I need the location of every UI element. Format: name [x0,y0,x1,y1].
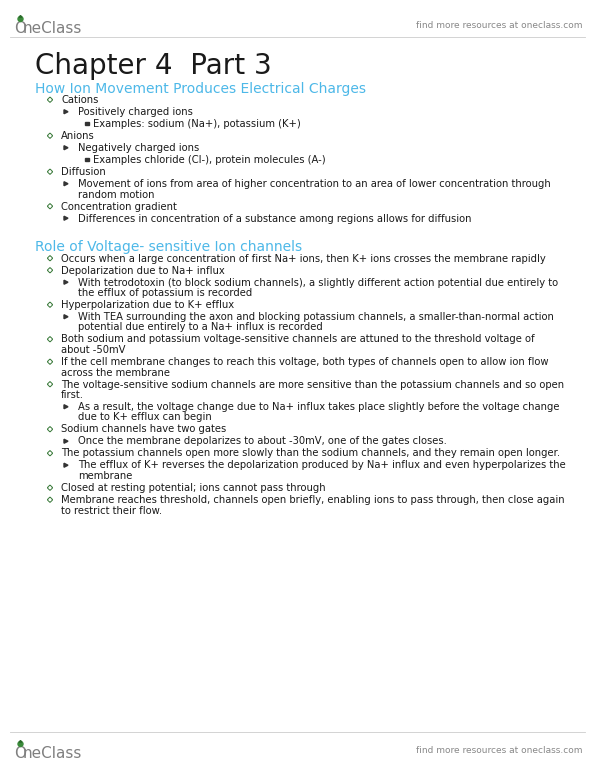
Text: With tetrodotoxin (to block sodium channels), a slightly different action potent: With tetrodotoxin (to block sodium chann… [78,277,558,287]
Text: Both sodium and potassium voltage-sensitive channels are attuned to the threshol: Both sodium and potassium voltage-sensit… [61,334,535,344]
Text: neClass: neClass [23,21,82,36]
Text: O: O [14,746,26,761]
Text: How Ion Movement Produces Electrical Charges: How Ion Movement Produces Electrical Cha… [35,82,366,96]
Text: potential due entirely to a Na+ influx is recorded: potential due entirely to a Na+ influx i… [78,323,322,333]
Polygon shape [64,464,68,467]
Polygon shape [48,450,52,456]
Polygon shape [48,427,52,432]
Text: Positively charged ions: Positively charged ions [78,107,193,117]
Text: Anions: Anions [61,131,95,141]
Polygon shape [64,315,68,319]
Text: Closed at resting potential; ions cannot pass through: Closed at resting potential; ions cannot… [61,483,325,493]
Text: to restrict their flow.: to restrict their flow. [61,505,162,515]
Polygon shape [48,303,52,307]
Polygon shape [49,303,51,306]
Text: due to K+ efflux can begin: due to K+ efflux can begin [78,413,212,423]
Polygon shape [85,158,89,162]
Polygon shape [48,485,52,490]
Polygon shape [48,169,52,174]
Polygon shape [48,336,52,342]
Text: Examples: sodium (Na+), potassium (K+): Examples: sodium (Na+), potassium (K+) [93,119,300,129]
Polygon shape [49,205,51,207]
Polygon shape [48,268,52,273]
Polygon shape [48,497,52,502]
Polygon shape [64,216,68,220]
Text: neClass: neClass [23,746,82,761]
Polygon shape [49,135,51,137]
Polygon shape [49,428,51,430]
Text: The voltage-sensitive sodium channels are more sensitive than the potassium chan: The voltage-sensitive sodium channels ar… [61,380,564,390]
Polygon shape [49,383,51,385]
Text: find more resources at oneclass.com: find more resources at oneclass.com [415,21,582,30]
Text: the efflux of potassium is recorded: the efflux of potassium is recorded [78,288,252,298]
Text: random motion: random motion [78,189,155,199]
Polygon shape [49,269,51,271]
Text: Role of Voltage- sensitive Ion channels: Role of Voltage- sensitive Ion channels [35,239,302,253]
Polygon shape [85,122,89,126]
Polygon shape [19,741,22,742]
Polygon shape [49,338,51,340]
Text: As a result, the voltage change due to Na+ influx takes place slightly before th: As a result, the voltage change due to N… [78,402,559,412]
Polygon shape [48,382,52,387]
Polygon shape [64,182,68,186]
Polygon shape [48,360,52,364]
Circle shape [18,16,23,22]
Text: If the cell membrane changes to reach this voltage, both types of channels open : If the cell membrane changes to reach th… [61,357,549,367]
Text: Once the membrane depolarizes to about -30mV, one of the gates closes.: Once the membrane depolarizes to about -… [78,437,447,447]
Polygon shape [48,256,52,261]
Text: Cations: Cations [61,95,98,105]
Polygon shape [48,97,52,102]
Text: Negatively charged ions: Negatively charged ions [78,143,199,153]
Polygon shape [48,204,52,209]
Text: O: O [14,21,26,36]
Polygon shape [49,487,51,489]
Text: Differences in concentration of a substance among regions allows for diffusion: Differences in concentration of a substa… [78,213,471,223]
Circle shape [18,742,23,746]
Text: The potassium channels open more slowly than the sodium channels, and they remai: The potassium channels open more slowly … [61,448,560,458]
Text: across the membrane: across the membrane [61,367,170,377]
Text: With TEA surrounding the axon and blocking potassium channels, a smaller-than-no: With TEA surrounding the axon and blocki… [78,312,554,322]
Polygon shape [49,257,51,259]
Text: Movement of ions from area of higher concentration to an area of lower concentra: Movement of ions from area of higher con… [78,179,551,189]
Polygon shape [64,110,68,114]
Text: Occurs when a large concentration of first Na+ ions, then K+ ions crosses the me: Occurs when a large concentration of fir… [61,253,546,263]
Text: membrane: membrane [78,471,132,481]
Text: Sodium channels have two gates: Sodium channels have two gates [61,424,226,434]
Polygon shape [19,15,22,17]
Text: find more resources at oneclass.com: find more resources at oneclass.com [415,746,582,755]
Text: first.: first. [61,390,84,400]
Text: Concentration gradient: Concentration gradient [61,202,177,212]
Polygon shape [48,133,52,138]
Polygon shape [49,360,51,363]
Text: Examples chloride (Cl-), protein molecules (A-): Examples chloride (Cl-), protein molecul… [93,155,325,165]
Text: The efflux of K+ reverses the depolarization produced by Na+ influx and even hyp: The efflux of K+ reverses the depolariza… [78,460,566,470]
Text: Chapter 4  Part 3: Chapter 4 Part 3 [35,52,272,80]
Polygon shape [64,405,68,409]
Text: Diffusion: Diffusion [61,167,106,177]
Text: Membrane reaches threshold, channels open briefly, enabling ions to pass through: Membrane reaches threshold, channels ope… [61,495,565,505]
Polygon shape [49,99,51,101]
Polygon shape [49,499,51,501]
Text: Depolarization due to Na+ influx: Depolarization due to Na+ influx [61,266,225,276]
Text: about -50mV: about -50mV [61,345,126,355]
Polygon shape [49,171,51,172]
Polygon shape [64,280,68,284]
Text: Hyperpolarization due to K+ efflux: Hyperpolarization due to K+ efflux [61,300,234,310]
Polygon shape [64,439,68,444]
Polygon shape [49,452,51,454]
Polygon shape [64,146,68,149]
